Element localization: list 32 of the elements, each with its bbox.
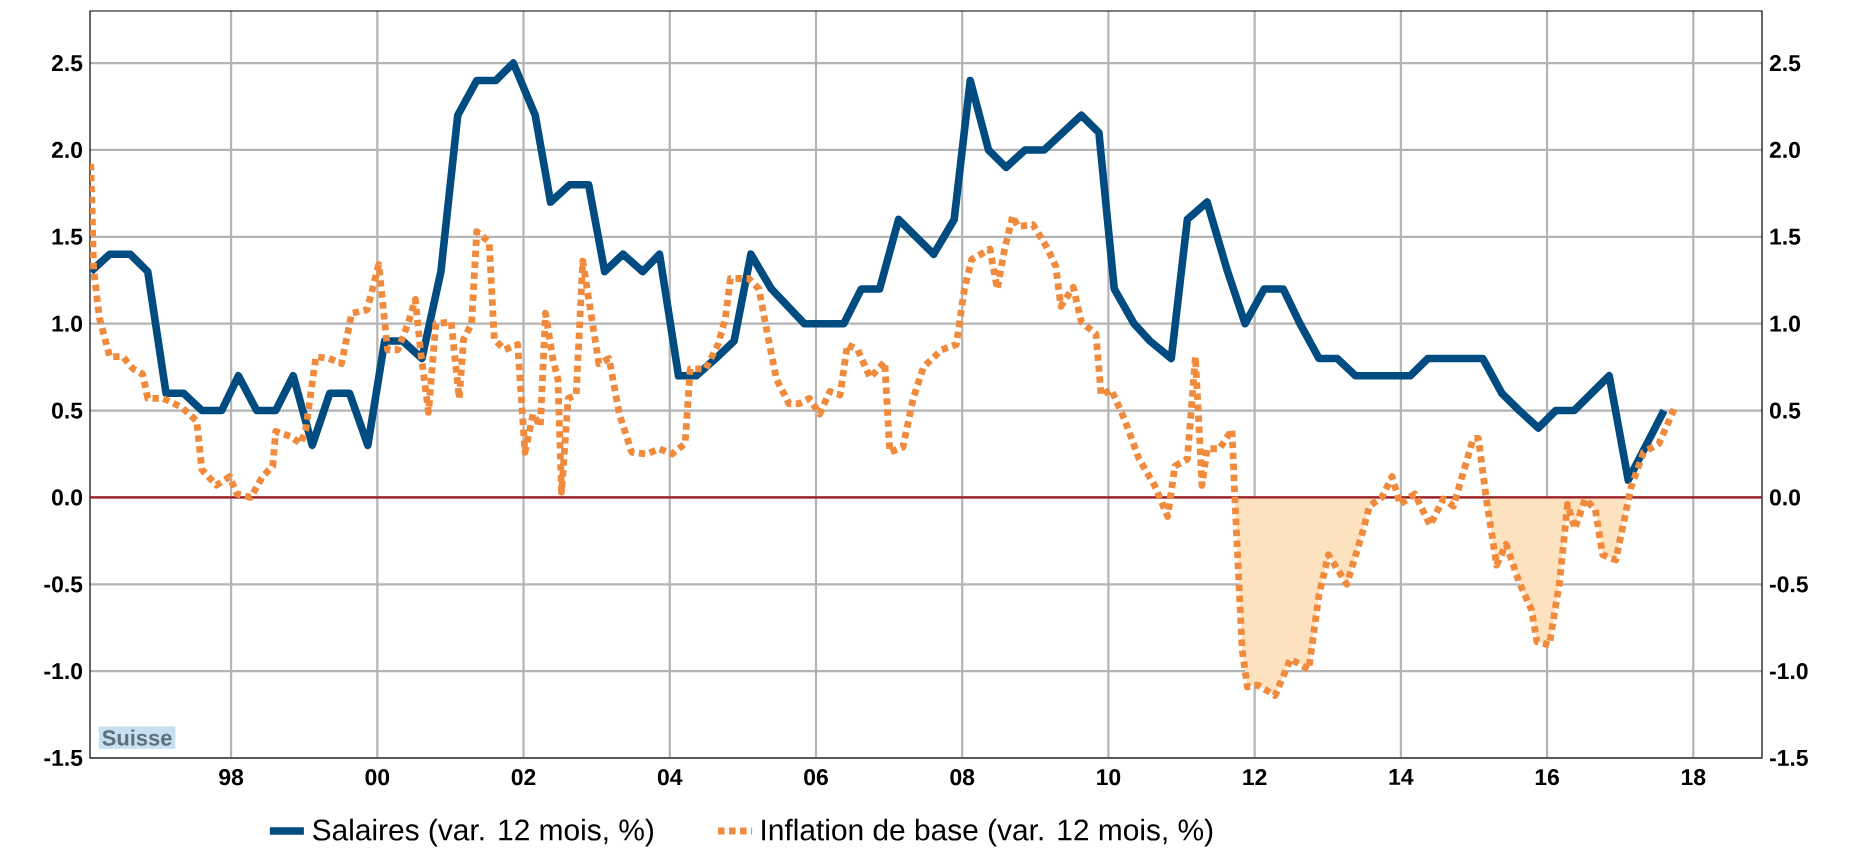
x-tick-label: 00	[365, 769, 390, 786]
y-tick-label: 0.0	[52, 489, 83, 506]
y-tick-label: 2.0	[51, 141, 83, 159]
annotation: Suisse	[102, 729, 172, 746]
legend-label: Salaires (var. 12 mois, %)	[312, 818, 653, 847]
legend-label: Inflation de base (var. 12 mois, %)	[762, 818, 1213, 847]
y2-tick-label: -1.0	[1769, 663, 1808, 680]
y-tick-label: 1.5	[52, 228, 83, 245]
x-tick-label: 06	[804, 769, 828, 786]
y2-tick-label: 0.0	[1769, 489, 1800, 506]
x-tick-label: 02	[511, 769, 536, 786]
y2-tick-label: -1.5	[1769, 750, 1808, 766]
y-tick-label: 0.5	[52, 402, 83, 419]
y2-tick-label: 1.0	[1770, 315, 1800, 332]
x-tick-label: 10	[1097, 769, 1121, 786]
y-tick-label: 2.5	[51, 55, 83, 72]
x-tick-label: 98	[219, 769, 244, 786]
y2-tick-label: -0.5	[1769, 576, 1808, 593]
y-tick-label: 1.0	[52, 315, 83, 332]
y2-tick-label: 1.5	[1770, 228, 1801, 245]
y-tick-label: -0.5	[44, 576, 83, 593]
y-tick-label: -1.5	[44, 750, 83, 766]
y2-tick-label: 2.0	[1769, 141, 1800, 159]
y2-tick-label: 0.5	[1769, 402, 1801, 419]
y2-tick-label: 2.5	[1769, 55, 1801, 72]
x-tick-label: 16	[1535, 769, 1559, 786]
x-tick-label: 04	[657, 769, 683, 786]
x-tick-label: 14	[1389, 769, 1414, 785]
x-tick-label: 12	[1243, 769, 1267, 786]
x-tick-label: 18	[1681, 769, 1706, 786]
y-tick-label: -1.0	[44, 663, 83, 680]
x-tick-label: 08	[950, 769, 975, 786]
